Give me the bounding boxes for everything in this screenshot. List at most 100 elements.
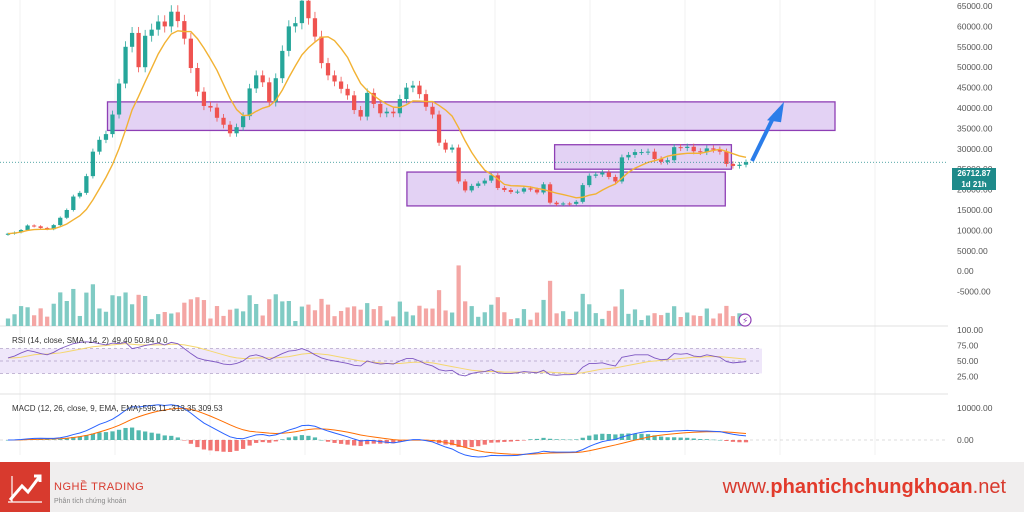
volume-bar — [32, 315, 37, 326]
macd-values: -596.11 -313.35 309.53 — [140, 404, 223, 413]
macd-histogram-bar — [685, 437, 690, 440]
volume-bar — [84, 292, 89, 326]
candle-body — [110, 114, 115, 135]
volume-bar — [188, 299, 193, 326]
footer-banner: NGHỀ TRADING Phân tích chứng khoán www.p… — [0, 462, 1024, 512]
rsi-tick-label: 100.00 — [957, 325, 983, 335]
macd-histogram-bar — [371, 440, 376, 444]
chart-canvas[interactable]: 100.00 75.00 50.00 25.00 10000.00 0.00 65000… — [0, 0, 1024, 462]
candle-body — [136, 32, 141, 68]
macd-histogram-bar — [593, 434, 598, 440]
volume-bar — [423, 308, 429, 326]
last-price-tag: 26712.87 1d 21h — [952, 168, 996, 190]
website-link[interactable]: www.phantichchungkhoan.net — [723, 476, 1006, 499]
macd-histogram-bar — [639, 433, 644, 440]
site-domain: phantichchungkhoan — [770, 476, 973, 498]
volume-bar — [574, 311, 579, 326]
candle-body — [195, 68, 200, 92]
rsi-pane: 100.00 75.00 50.00 25.00 — [0, 325, 983, 382]
volume-bar — [397, 301, 402, 326]
macd-histogram-bar — [299, 435, 305, 440]
candle-body — [489, 175, 494, 181]
volume-bar — [567, 319, 572, 326]
macd-histogram-bar — [143, 431, 148, 440]
volume-bar — [378, 306, 383, 326]
candle-body — [182, 21, 187, 39]
volume-bar — [71, 288, 76, 326]
macd-histogram-bar — [672, 437, 677, 440]
macd-histogram-bar — [469, 440, 474, 448]
volume-bar — [280, 301, 285, 326]
candle-body — [97, 139, 102, 152]
candle-body — [90, 151, 96, 177]
macd-histogram-bar — [201, 440, 207, 450]
volume-bar — [345, 307, 350, 326]
volume-bar — [724, 305, 729, 326]
volume-bar — [639, 320, 644, 326]
macd-tick-label: 0.00 — [957, 435, 974, 445]
candle-body — [175, 11, 180, 22]
macd-histogram-bar — [613, 434, 618, 440]
volume-bar — [632, 309, 638, 326]
volume-bar — [717, 313, 722, 326]
volume-bar — [476, 316, 481, 326]
candle-body — [665, 160, 670, 162]
macd-histogram-bar — [365, 440, 370, 445]
macd-histogram-bar — [208, 440, 213, 451]
macd-histogram-bar — [502, 440, 507, 442]
volume-bar — [273, 294, 278, 326]
volume-bar — [240, 311, 246, 326]
candle-body — [515, 191, 520, 193]
lightning-icon[interactable]: ⚡ — [738, 313, 752, 327]
zone-consolidation-2022 — [406, 171, 726, 207]
candle-body — [84, 176, 89, 193]
candle-body — [704, 148, 709, 153]
forecast-arrow — [750, 101, 784, 162]
candle-body — [711, 148, 716, 150]
candle-body — [528, 188, 533, 190]
volume-bar — [136, 294, 141, 326]
candle-body — [561, 203, 566, 205]
volume-bar — [704, 308, 709, 326]
volume-bar — [391, 316, 396, 326]
candle-body — [325, 63, 331, 76]
macd-label: MACD (12, 26, close, 9, EMA, EMA) — [12, 404, 141, 413]
volume-bar — [319, 298, 324, 326]
macd-signal-line — [7, 407, 747, 455]
volume-bar — [541, 299, 546, 326]
macd-histogram-bar — [358, 440, 363, 446]
macd-histogram-bar — [534, 438, 540, 440]
candle-body — [18, 229, 24, 233]
macd-histogram-bar — [345, 440, 350, 445]
candle-body — [600, 172, 605, 175]
price-tick-label: 65000.00 — [957, 1, 993, 11]
macd-histogram-bar — [195, 440, 200, 448]
volume-bar — [299, 306, 305, 326]
macd-pane: 10000.00 0.00 — [0, 403, 993, 458]
candle-body — [306, 0, 311, 19]
candle-body — [423, 94, 429, 107]
volume-bar — [678, 317, 683, 326]
candle-body — [162, 21, 167, 27]
candle-body — [639, 152, 644, 154]
candle-body — [371, 92, 376, 104]
candle-body — [378, 103, 383, 114]
volume-bar — [613, 306, 618, 326]
trading-logo-icon — [0, 462, 50, 512]
volume-bar — [234, 308, 239, 326]
macd-histogram-bar — [528, 439, 533, 440]
macd-histogram-bar — [730, 440, 736, 442]
volume-bar — [358, 309, 363, 326]
volume-bar — [247, 295, 252, 326]
candle-body — [730, 163, 736, 166]
candle-body — [293, 23, 298, 27]
candle-body — [430, 106, 435, 115]
macd-histogram-bar — [587, 435, 592, 440]
volume-bar — [456, 265, 461, 326]
candle-body — [221, 117, 226, 125]
price-tick-label: 10000.00 — [957, 225, 993, 235]
volume-bar — [619, 289, 625, 326]
macd-histogram-bar — [77, 436, 82, 440]
volume-bar — [162, 312, 167, 326]
macd-histogram-bar — [286, 437, 291, 440]
